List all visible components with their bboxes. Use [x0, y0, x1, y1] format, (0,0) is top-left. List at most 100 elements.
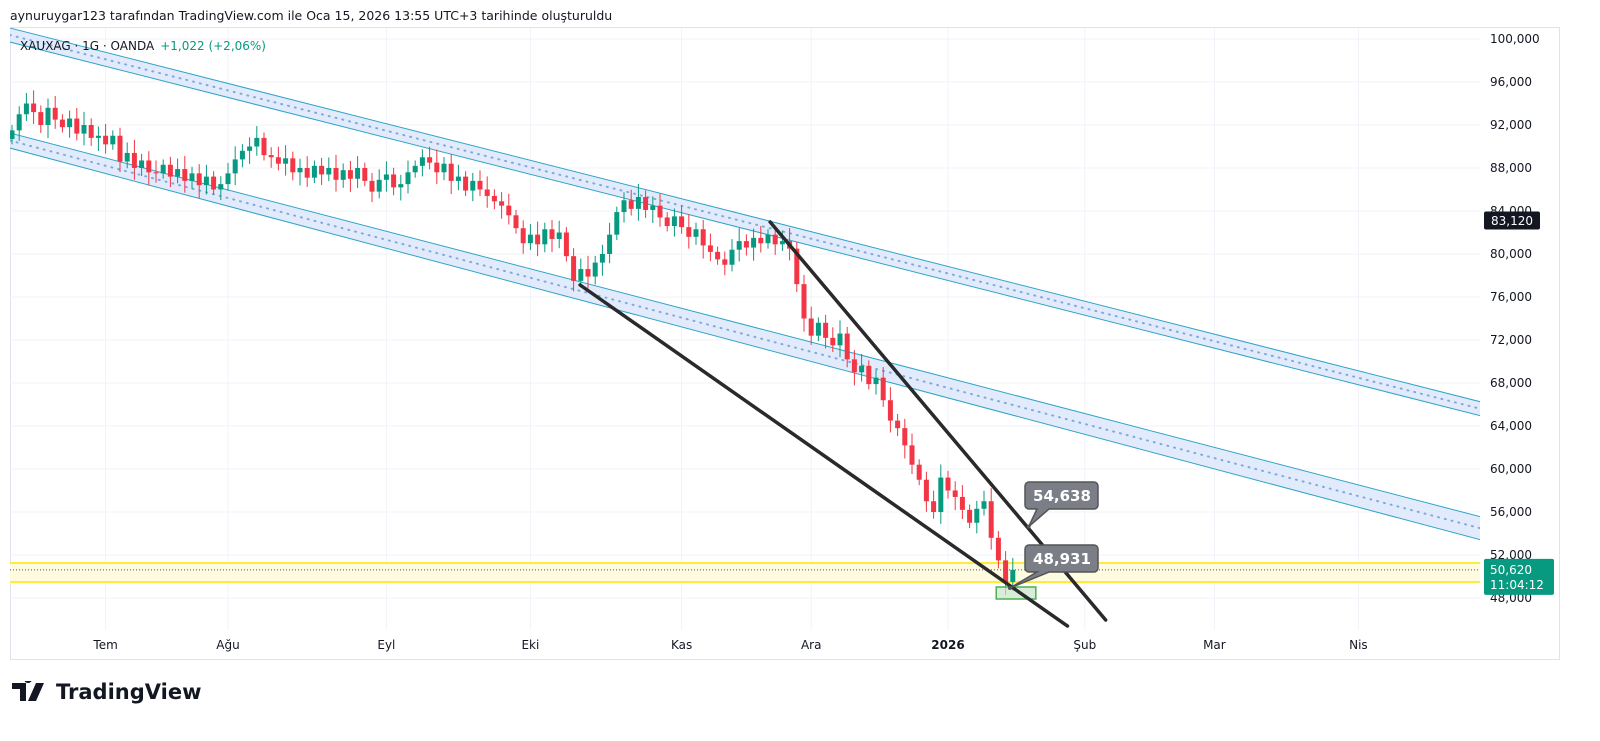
tradingview-logo[interactable]: TradingView	[12, 680, 201, 704]
candle	[902, 418, 908, 459]
y-tick-label: 60,000	[1490, 462, 1532, 476]
candle-body	[491, 195, 497, 202]
candle-body	[657, 205, 663, 218]
candle	[95, 126, 101, 152]
candle	[412, 160, 418, 178]
candle	[729, 239, 735, 272]
candle-body	[837, 333, 843, 346]
upper-channel-top	[10, 28, 1480, 403]
candle-body	[1010, 569, 1016, 582]
candle	[506, 193, 512, 225]
candle	[830, 327, 836, 353]
candle-body	[571, 256, 577, 281]
candle-body	[895, 420, 901, 429]
candle	[801, 274, 807, 332]
candle	[23, 92, 29, 121]
candle	[88, 118, 94, 146]
candle	[743, 234, 749, 256]
upper-channel-bottom	[10, 41, 1480, 417]
candle	[376, 169, 382, 199]
candle-body	[95, 135, 101, 138]
candle-body	[887, 400, 893, 421]
candle	[599, 244, 605, 276]
candle	[297, 158, 303, 186]
y-tick-label: 52,000	[1490, 548, 1532, 562]
candle-body	[103, 135, 109, 145]
candle-body	[304, 168, 310, 178]
candle-body	[455, 176, 461, 181]
candle-body	[268, 155, 274, 158]
candle-body	[931, 501, 937, 512]
candle-body	[326, 168, 332, 175]
candle	[499, 192, 505, 219]
x-tick-label: Eki	[521, 638, 539, 652]
candle-body	[578, 269, 584, 281]
lower-channel-median	[10, 139, 1480, 530]
candle-body	[823, 322, 829, 338]
candle	[650, 196, 656, 224]
candle	[520, 220, 526, 254]
candle	[657, 193, 663, 227]
x-tick-label: Kas	[671, 638, 692, 652]
candle	[225, 162, 231, 191]
candle	[405, 160, 411, 194]
candle-body	[311, 165, 317, 178]
candle	[261, 132, 267, 161]
price-label-bg	[1484, 211, 1540, 230]
candle	[74, 108, 80, 141]
candle-body	[376, 179, 382, 192]
candle	[340, 163, 346, 188]
support-zone	[10, 562, 1480, 583]
candle-body	[808, 318, 814, 336]
y-tick-label: 72,000	[1490, 333, 1532, 347]
callout-point	[1026, 524, 1031, 529]
candle-body	[319, 165, 325, 175]
candle	[751, 228, 757, 261]
chart-frame	[10, 27, 1560, 660]
candle	[765, 229, 771, 249]
candle	[664, 212, 670, 232]
candle	[326, 157, 332, 182]
candle	[758, 226, 764, 253]
candle-body	[347, 170, 353, 179]
symbol-info[interactable]: XAUXAG · 1G · OANDA	[20, 39, 155, 53]
candle	[81, 111, 87, 146]
y-tick-label: 92,000	[1490, 118, 1532, 132]
price-callout: 48,931	[1007, 544, 1099, 590]
callout-point	[1007, 585, 1012, 590]
candle-body	[88, 125, 94, 138]
candle	[398, 174, 404, 201]
lower-trendline	[578, 283, 1070, 628]
candle	[146, 151, 152, 186]
candle-body	[923, 479, 929, 502]
candle	[232, 146, 238, 186]
callout-bubble	[1024, 481, 1099, 528]
candle-body	[527, 234, 533, 244]
candle-body	[463, 176, 469, 191]
candle-body	[167, 164, 173, 177]
candle-body	[794, 248, 800, 285]
candle	[383, 161, 389, 192]
candle-body	[52, 107, 58, 120]
candle	[52, 95, 58, 129]
candle	[614, 206, 620, 241]
brand-name: TradingView	[56, 680, 202, 704]
candle	[693, 222, 699, 245]
candle-body	[45, 107, 51, 125]
candle-body	[715, 251, 721, 260]
candle	[254, 126, 260, 156]
candle-body	[124, 152, 130, 162]
y-tick-label: 100,000	[1490, 32, 1540, 46]
candle	[283, 145, 289, 176]
candle	[369, 172, 375, 203]
candle	[794, 241, 800, 293]
candle-body	[261, 137, 267, 156]
candle	[355, 156, 361, 188]
candle-body	[146, 160, 152, 173]
lower-channel-bottom	[10, 147, 1480, 541]
candle-body	[664, 217, 670, 227]
candle	[160, 159, 166, 179]
y-tick-label: 96,000	[1490, 75, 1532, 89]
candle-body	[650, 205, 656, 210]
